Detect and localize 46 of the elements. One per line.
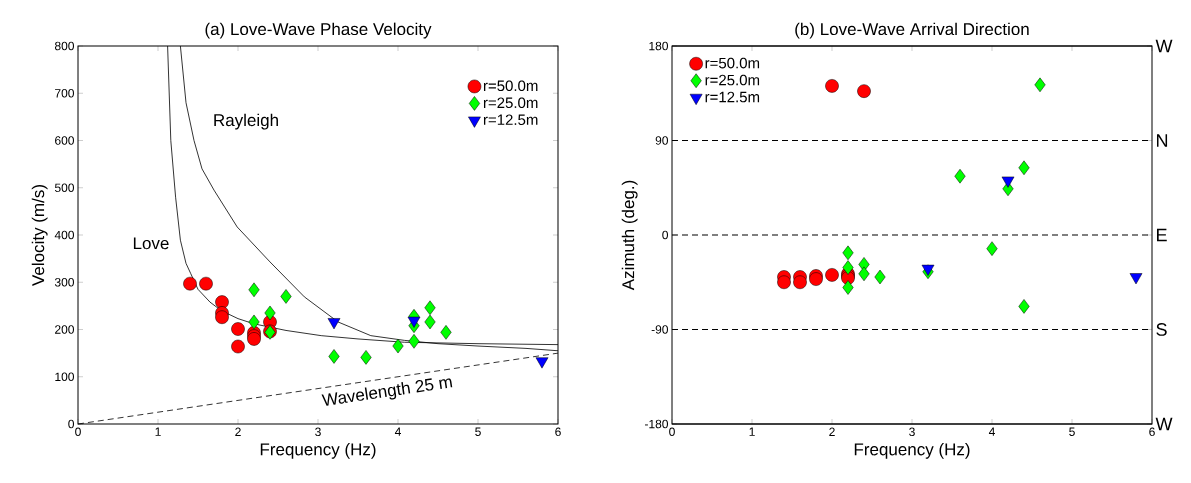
x-tick-label: 1 [155, 427, 161, 436]
x-axis-title: Frequency (Hz) [260, 442, 376, 459]
ref-line-label: W [1155, 39, 1173, 53]
y-tick-label: 100 [55, 372, 75, 381]
y-tick-label: 600 [55, 136, 75, 145]
y-tick-label: 0 [68, 419, 75, 429]
legend-label: r=50.0m [705, 57, 760, 69]
legend-label: r=25.0m [705, 74, 760, 86]
y-tick-label: -90 [651, 325, 669, 334]
legend-label: r=12.5m [705, 91, 760, 103]
y-tick-label: 400 [54, 230, 75, 240]
ref-line-label: W [1155, 417, 1173, 431]
x-tick-label: 3 [909, 427, 915, 437]
legend-label: r=50.0m [483, 80, 538, 92]
x-tick-label: 6 [1149, 427, 1155, 437]
x-tick-label: 4 [394, 427, 401, 436]
legend-label: r=25.0m [483, 97, 538, 109]
legend-label: r=12.5m [483, 114, 538, 126]
chart-title: (b) Love-Wave Arrival Direction [795, 22, 1029, 39]
x-tick-label: 4 [988, 427, 995, 436]
y-tick-label: 500 [54, 183, 75, 192]
ref-line-label: N [1157, 134, 1168, 147]
x-tick-label: 6 [555, 427, 561, 437]
annotation: Rayleigh [214, 113, 278, 130]
x-axis-title: Frequency (Hz) [854, 442, 970, 459]
x-tick-label: 2 [829, 427, 835, 436]
x-tick-label: 2 [235, 427, 241, 436]
x-tick-label: 5 [475, 427, 481, 436]
y-axis-title: Azimuth (deg.) [621, 180, 638, 291]
chart-title: (a) Love-Wave Phase Velocity [205, 22, 432, 39]
x-tick-label: 3 [315, 427, 321, 437]
x-tick-label: 1 [749, 427, 755, 436]
y-tick-label: 200 [55, 325, 75, 334]
ref-line-label: E [1157, 228, 1167, 242]
x-tick-label: 5 [1069, 427, 1075, 436]
annotation: Wavelength 25 m [321, 378, 453, 406]
y-tick-label: 800 [54, 41, 75, 51]
y-tick-label: 0 [662, 230, 669, 240]
y-tick-label: -180 [644, 419, 669, 429]
y-tick-label: 300 [54, 278, 75, 287]
y-tick-label: 700 [55, 89, 75, 98]
y-axis-title: Velocity (m/s) [31, 185, 48, 286]
y-tick-label: 90 [655, 136, 669, 145]
ref-line-label: S [1156, 323, 1167, 336]
y-tick-label: 180 [649, 41, 669, 51]
annotation: Love [133, 237, 169, 250]
